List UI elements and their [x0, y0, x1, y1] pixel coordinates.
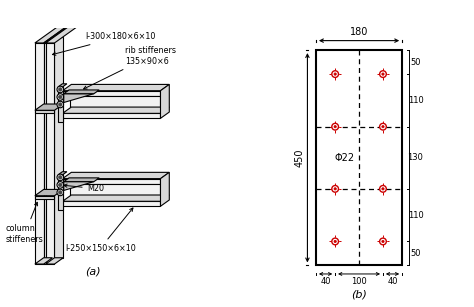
Text: (a): (a): [85, 266, 100, 277]
Circle shape: [58, 103, 62, 106]
Polygon shape: [63, 195, 169, 201]
Circle shape: [382, 188, 384, 190]
Circle shape: [57, 174, 64, 181]
Circle shape: [57, 86, 64, 93]
Circle shape: [58, 183, 62, 187]
Text: M20: M20: [64, 184, 105, 193]
Polygon shape: [46, 43, 55, 264]
Polygon shape: [55, 37, 63, 258]
Text: 110: 110: [408, 211, 423, 220]
Circle shape: [57, 101, 64, 108]
Text: 40: 40: [387, 277, 398, 286]
Polygon shape: [64, 90, 99, 94]
Polygon shape: [35, 110, 55, 113]
Polygon shape: [161, 172, 169, 206]
Polygon shape: [63, 84, 169, 91]
Text: column
stiffeners: column stiffeners: [6, 202, 44, 243]
Text: 180: 180: [350, 27, 368, 37]
Text: I-300×180×6×10: I-300×180×6×10: [53, 32, 155, 55]
Circle shape: [57, 189, 64, 196]
Circle shape: [57, 182, 64, 188]
Text: 40: 40: [320, 277, 331, 286]
Text: 450: 450: [294, 149, 305, 167]
Polygon shape: [63, 91, 161, 96]
Circle shape: [380, 185, 386, 192]
Text: 50: 50: [410, 58, 421, 67]
Polygon shape: [64, 182, 94, 190]
Polygon shape: [44, 8, 94, 43]
Polygon shape: [70, 96, 161, 113]
Text: Φ22: Φ22: [334, 153, 355, 163]
Polygon shape: [46, 8, 103, 43]
Polygon shape: [64, 94, 94, 103]
Polygon shape: [58, 84, 67, 87]
Polygon shape: [44, 37, 53, 258]
Text: rib stiffeners
135×90×6: rib stiffeners 135×90×6: [83, 46, 176, 89]
Polygon shape: [58, 87, 63, 122]
Polygon shape: [35, 258, 53, 264]
Polygon shape: [161, 84, 169, 118]
Circle shape: [58, 88, 62, 91]
Circle shape: [57, 94, 64, 100]
Polygon shape: [35, 43, 44, 264]
Polygon shape: [70, 184, 161, 201]
Circle shape: [334, 126, 337, 128]
Circle shape: [58, 176, 62, 179]
Text: 100: 100: [351, 277, 367, 286]
Circle shape: [332, 123, 338, 130]
Polygon shape: [63, 179, 161, 184]
Circle shape: [332, 238, 338, 245]
Polygon shape: [63, 113, 161, 118]
Polygon shape: [46, 258, 63, 264]
Polygon shape: [58, 172, 67, 175]
Circle shape: [332, 71, 338, 77]
Polygon shape: [35, 189, 63, 196]
Polygon shape: [44, 43, 46, 264]
Polygon shape: [35, 8, 92, 43]
Circle shape: [380, 123, 386, 130]
Polygon shape: [58, 175, 63, 210]
Circle shape: [334, 188, 337, 190]
Circle shape: [380, 238, 386, 245]
Circle shape: [382, 126, 384, 128]
Circle shape: [58, 191, 62, 194]
Text: 110: 110: [408, 96, 423, 105]
Circle shape: [332, 185, 338, 192]
Circle shape: [380, 71, 386, 77]
Circle shape: [382, 240, 384, 243]
Text: 50: 50: [410, 249, 421, 258]
Polygon shape: [35, 196, 55, 199]
Polygon shape: [64, 178, 99, 182]
Polygon shape: [63, 172, 169, 179]
Circle shape: [334, 240, 337, 243]
Polygon shape: [35, 104, 63, 110]
Text: I-250×150×6×10: I-250×150×6×10: [65, 208, 136, 253]
Polygon shape: [63, 107, 169, 113]
Text: (b): (b): [351, 289, 367, 299]
Polygon shape: [63, 201, 161, 206]
Circle shape: [334, 73, 337, 75]
Circle shape: [382, 73, 384, 75]
Text: 130: 130: [408, 153, 423, 162]
Circle shape: [58, 95, 62, 99]
